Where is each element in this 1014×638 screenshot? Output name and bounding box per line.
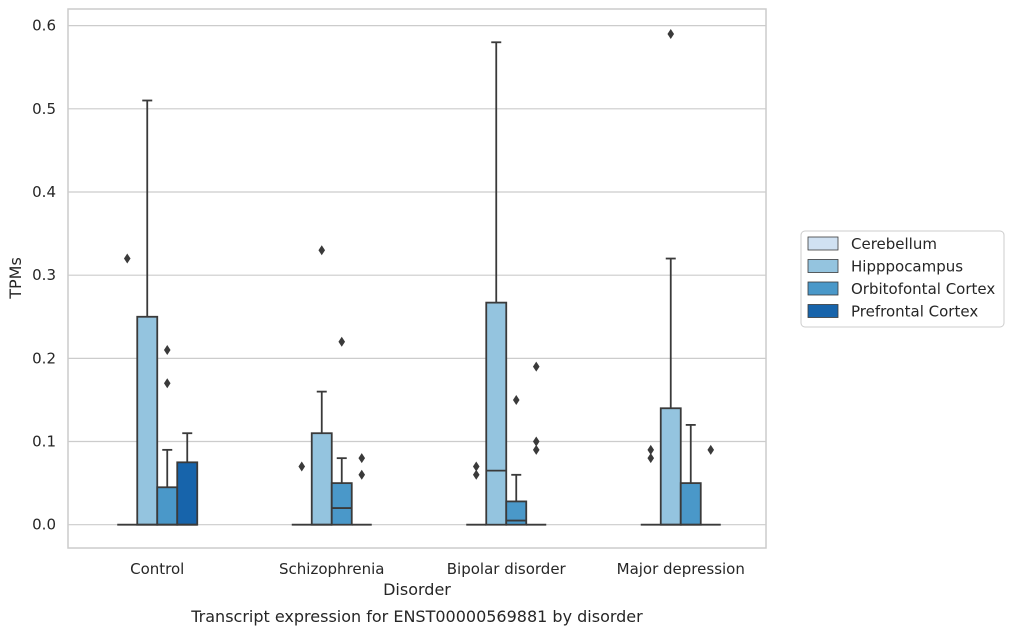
legend-swatch <box>807 304 839 318</box>
box-orbitofontal-cortex <box>330 336 353 526</box>
legend-label: Prefrontal Cortex <box>851 303 978 321</box>
outlier-point <box>532 436 540 447</box>
x-tick-label: Control <box>130 560 184 578</box>
box-body <box>330 482 353 526</box>
box-cerebellum <box>117 253 138 526</box>
box-body <box>505 500 528 526</box>
box-group <box>117 99 199 526</box>
y-tick-label: 0.5 <box>32 100 56 118</box>
box-cerebellum <box>466 461 487 526</box>
box-group <box>291 245 372 526</box>
outlier-point <box>163 378 171 389</box>
x-axis-title: Disorder <box>383 580 451 599</box>
legend-label: Orbitofontal Cortex <box>851 280 995 298</box>
outlier-point <box>512 394 520 405</box>
box-orbitofontal-cortex <box>505 394 528 526</box>
y-axis-title: TPMs <box>6 257 25 300</box>
y-tick-label: 0.6 <box>32 17 56 35</box>
outlier-point <box>472 461 480 472</box>
box-group <box>640 28 721 526</box>
box-orbitofontal-cortex <box>679 423 702 526</box>
legend: Cerebellum Hipppocampus Orbitofontal Corte… <box>800 230 1005 328</box>
outlier-point <box>532 444 540 455</box>
legend-frame <box>800 230 1005 328</box>
outlier-point <box>338 336 346 347</box>
box-body <box>156 486 179 526</box>
box-groups <box>117 28 721 526</box>
y-tick-label: 0.3 <box>32 266 56 284</box>
box-hipppocampus <box>310 245 333 526</box>
outlier-point <box>318 245 326 256</box>
box-body <box>485 301 508 526</box>
y-tick-label: 0.4 <box>32 183 56 201</box>
outlier-point <box>472 469 480 480</box>
gridlines <box>68 25 766 526</box>
box-prefrontal-cortex <box>176 432 199 526</box>
outlier-point <box>123 253 131 264</box>
box-cerebellum <box>640 444 661 526</box>
y-tick-labels: 0.0 0.1 0.2 0.3 0.4 0.5 0.6 <box>32 17 56 534</box>
outlier-point <box>667 28 675 39</box>
outlier-point <box>647 444 655 455</box>
x-tick-labels: Control Schizophrenia Bipolar disorder Majo… <box>130 560 745 578</box>
outlier-point <box>298 461 306 472</box>
box-group <box>466 41 547 526</box>
legend-swatch <box>807 236 839 251</box>
outlier-point <box>532 361 540 372</box>
outlier-point <box>163 345 171 356</box>
box-hipppocampus <box>485 41 508 526</box>
box-body <box>136 315 159 526</box>
box-prefrontal-cortex <box>700 444 721 526</box>
outlier-point <box>647 453 655 464</box>
box-cerebellum <box>291 461 312 526</box>
chart-caption: Transcript expression for ENST0000056988… <box>190 607 643 626</box>
x-tick-label: Bipolar disorder <box>447 560 567 578</box>
plot-frame <box>67 8 767 549</box>
legend-swatch <box>807 259 839 273</box>
box-body <box>176 461 199 526</box>
y-tick-label: 0.0 <box>32 516 56 534</box>
box-prefrontal-cortex <box>526 361 547 526</box>
box-body <box>659 407 682 526</box>
legend-label: Hipppocampus <box>851 258 963 276</box>
box-body <box>679 482 702 526</box>
outlier-point <box>358 469 366 480</box>
box-body <box>310 432 333 526</box>
outlier-point <box>358 453 366 464</box>
box-prefrontal-cortex <box>351 453 372 526</box>
box-hipppocampus <box>659 28 682 526</box>
x-tick-label: Major depression <box>617 560 745 578</box>
box-hipppocampus <box>136 99 159 526</box>
y-tick-label: 0.2 <box>32 349 56 367</box>
box-orbitofontal-cortex <box>156 345 179 526</box>
outlier-point <box>707 444 715 455</box>
x-tick-label: Schizophrenia <box>279 560 384 578</box>
legend-swatch <box>807 281 839 296</box>
y-tick-label: 0.1 <box>32 433 56 451</box>
legend-label: Cerebellum <box>851 235 937 253</box>
